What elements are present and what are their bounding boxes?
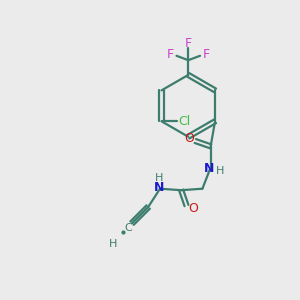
- Text: N: N: [154, 181, 165, 194]
- Text: C: C: [124, 224, 132, 233]
- Text: H: H: [216, 166, 224, 176]
- Text: H: H: [155, 172, 164, 182]
- Text: O: O: [188, 202, 198, 215]
- Text: F: F: [185, 37, 192, 50]
- Text: F: F: [167, 48, 174, 61]
- Text: O: O: [184, 132, 194, 145]
- Text: N: N: [204, 163, 214, 176]
- Text: H: H: [109, 239, 117, 249]
- Text: Cl: Cl: [178, 115, 190, 128]
- Text: F: F: [202, 48, 209, 61]
